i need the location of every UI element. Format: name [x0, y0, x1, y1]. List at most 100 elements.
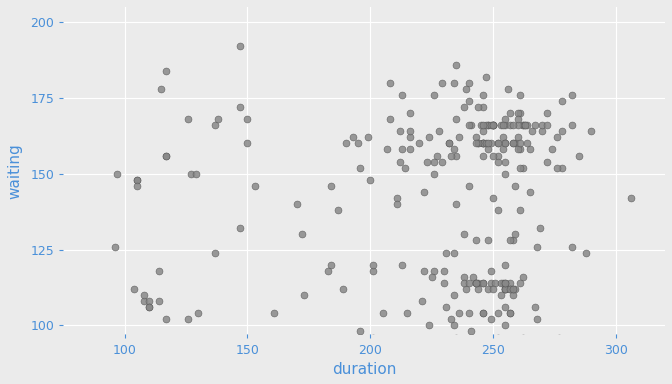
- Point: [500, 159, 511, 165]
- Point: [478, 140, 489, 146]
- Point: [485, 280, 496, 286]
- Point: [132, 341, 142, 347]
- Point: [512, 110, 523, 116]
- Point: [323, 268, 334, 274]
- Point: [362, 134, 373, 141]
- Point: [353, 140, 364, 146]
- Point: [454, 310, 464, 316]
- Point: [510, 183, 521, 189]
- Point: [431, 152, 442, 159]
- Point: [446, 316, 457, 323]
- Point: [512, 146, 523, 152]
- Point: [547, 146, 558, 152]
- Point: [429, 170, 439, 177]
- Point: [448, 250, 459, 256]
- Point: [515, 207, 526, 213]
- Point: [242, 140, 253, 146]
- Point: [458, 231, 469, 237]
- Point: [463, 80, 474, 86]
- Point: [436, 80, 447, 86]
- Point: [193, 310, 204, 316]
- Point: [394, 159, 405, 165]
- Point: [525, 189, 536, 195]
- Point: [505, 280, 515, 286]
- Point: [473, 140, 484, 146]
- Point: [394, 128, 405, 134]
- Point: [497, 122, 508, 128]
- Point: [161, 152, 172, 159]
- Point: [444, 140, 454, 146]
- Point: [482, 237, 493, 243]
- Point: [478, 310, 489, 316]
- Point: [365, 177, 376, 183]
- Point: [505, 310, 515, 316]
- Point: [473, 140, 484, 146]
- Point: [161, 152, 172, 159]
- Point: [482, 122, 493, 128]
- Point: [448, 80, 459, 86]
- Point: [429, 268, 439, 274]
- Point: [347, 134, 358, 141]
- Point: [419, 268, 429, 274]
- Point: [444, 140, 454, 146]
- Point: [542, 159, 552, 165]
- Point: [493, 334, 503, 341]
- Point: [530, 122, 540, 128]
- Point: [488, 286, 499, 292]
- Point: [500, 280, 511, 286]
- Point: [144, 298, 155, 304]
- Point: [399, 165, 410, 171]
- Point: [482, 146, 493, 152]
- Point: [574, 152, 585, 159]
- Point: [355, 328, 366, 334]
- Point: [466, 328, 476, 334]
- Point: [382, 146, 393, 152]
- Point: [507, 140, 518, 146]
- Point: [493, 140, 503, 146]
- Point: [519, 122, 530, 128]
- Point: [429, 159, 439, 165]
- Point: [493, 207, 503, 213]
- Point: [451, 334, 462, 341]
- Point: [397, 262, 408, 268]
- Point: [470, 280, 481, 286]
- Point: [500, 280, 511, 286]
- Point: [132, 177, 142, 183]
- Point: [470, 134, 481, 141]
- Point: [235, 225, 245, 232]
- Point: [397, 146, 408, 152]
- Point: [478, 152, 489, 159]
- Point: [448, 292, 459, 298]
- Point: [519, 122, 530, 128]
- Point: [242, 116, 253, 122]
- Point: [460, 286, 471, 292]
- Point: [446, 152, 457, 159]
- Point: [144, 304, 155, 310]
- Point: [625, 195, 636, 201]
- Point: [482, 140, 493, 146]
- Point: [522, 122, 533, 128]
- Point: [515, 110, 526, 116]
- Point: [478, 280, 489, 286]
- Point: [463, 98, 474, 104]
- Point: [478, 280, 489, 286]
- Point: [436, 159, 447, 165]
- Point: [537, 122, 548, 128]
- Point: [210, 250, 221, 256]
- Point: [510, 353, 521, 359]
- Point: [451, 116, 462, 122]
- Point: [454, 134, 464, 141]
- Point: [500, 286, 511, 292]
- Point: [460, 86, 471, 92]
- Point: [485, 140, 496, 146]
- Point: [495, 122, 506, 128]
- Point: [132, 183, 142, 189]
- Point: [490, 280, 501, 286]
- Point: [163, 347, 174, 353]
- Point: [566, 122, 577, 128]
- Point: [478, 310, 489, 316]
- Point: [554, 334, 565, 341]
- Point: [183, 116, 194, 122]
- Point: [448, 322, 459, 328]
- Point: [458, 274, 469, 280]
